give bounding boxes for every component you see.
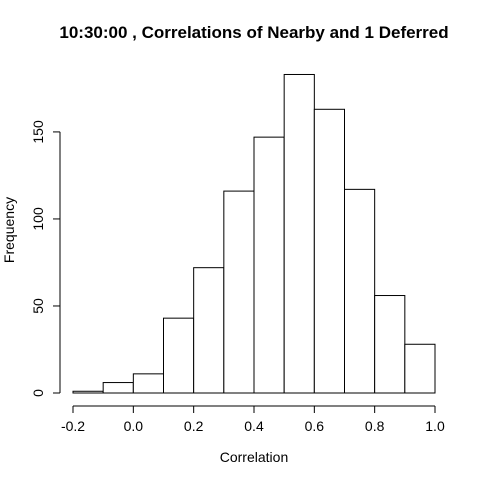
histogram-bar [344, 188, 376, 394]
histogram-bar [374, 295, 406, 394]
y-axis-label: Frequency [1, 197, 17, 263]
y-tick-label: 50 [30, 298, 46, 314]
x-tick-label: 0.4 [244, 418, 264, 434]
histogram-bar [163, 317, 195, 394]
histogram-bar [193, 267, 225, 394]
x-tick-label: -0.2 [61, 418, 85, 434]
histogram-bar [132, 373, 164, 394]
histogram-bar [313, 108, 346, 394]
x-tick-label: 0.6 [305, 418, 325, 434]
histogram-bar [283, 73, 315, 394]
chart-title: 10:30:00 , Correlations of Nearby and 1 … [59, 23, 448, 42]
histogram-bar [102, 382, 134, 394]
x-tick-label: 0.0 [124, 418, 144, 434]
x-tick-label: 0.2 [184, 418, 204, 434]
histogram-bar [223, 190, 255, 394]
histogram-bar [72, 390, 104, 394]
y-tick-label: 100 [30, 207, 46, 231]
y-axis: 0 50 100 150 [30, 120, 61, 397]
histogram-bar [253, 136, 285, 394]
y-tick-label: 0 [30, 389, 46, 397]
y-tick-label: 150 [30, 120, 46, 144]
x-axis-label: Correlation [220, 449, 288, 465]
x-tick-label: 1.0 [425, 418, 445, 434]
histogram-bar [404, 343, 436, 394]
x-tick-label: 0.8 [365, 418, 385, 434]
x-axis: -0.2 0.0 0.2 0.4 0.6 0.8 1.0 [61, 405, 445, 434]
bars-group [72, 73, 436, 394]
